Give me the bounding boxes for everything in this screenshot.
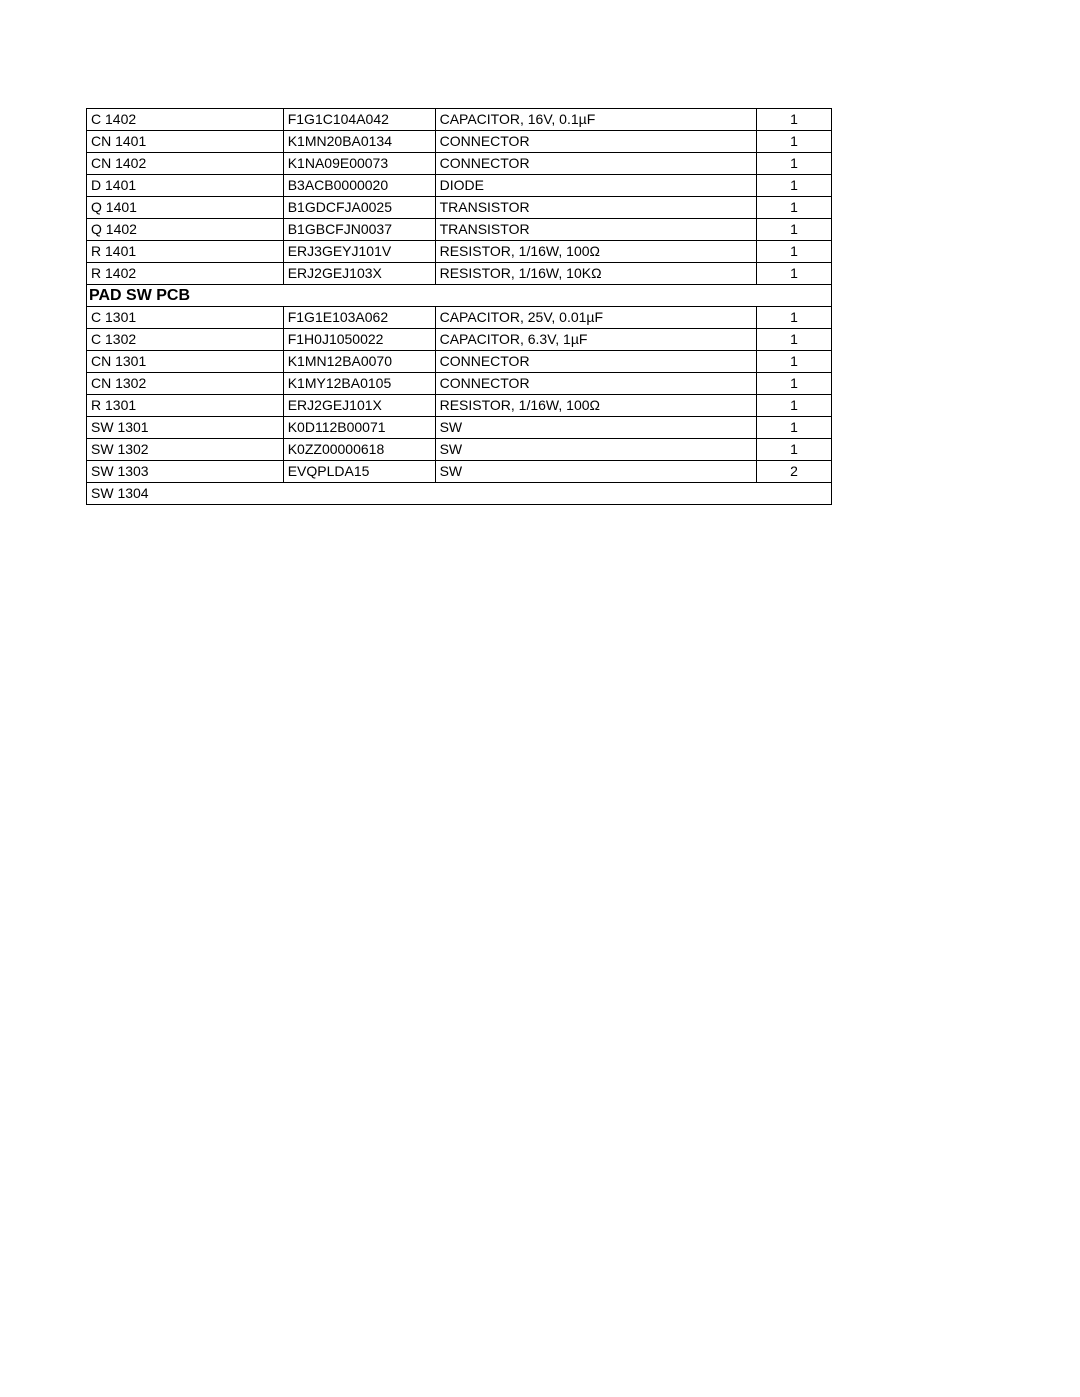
description: CONNECTOR [435, 373, 757, 395]
table-row: CN 1301K1MN12BA0070CONNECTOR1 [87, 351, 832, 373]
description: SW [435, 417, 757, 439]
ref-designator: D 1401 [87, 175, 284, 197]
parts-table-body: C 1402F1G1C104A042CAPACITOR, 16V, 0.1µF1… [87, 109, 832, 505]
description: CAPACITOR, 25V, 0.01µF [435, 307, 757, 329]
quantity: 1 [757, 439, 832, 461]
ref-designator: CN 1401 [87, 131, 284, 153]
table-row: R 1401ERJ3GEYJ101VRESISTOR, 1/16W, 100Ω1 [87, 241, 832, 263]
quantity: 1 [757, 417, 832, 439]
table-row: PAD SW PCB [87, 285, 832, 307]
table-row: Q 1402B1GBCFJN0037TRANSISTOR1 [87, 219, 832, 241]
quantity: 1 [757, 351, 832, 373]
section-blank [757, 285, 832, 307]
quantity: 1 [757, 175, 832, 197]
section-blank [283, 285, 435, 307]
ref-designator: SW 1304 [87, 483, 284, 505]
table-row: Q 1401B1GDCFJA0025TRANSISTOR1 [87, 197, 832, 219]
quantity: 2 [757, 461, 832, 483]
quantity: 1 [757, 329, 832, 351]
part-number: ERJ3GEYJ101V [283, 241, 435, 263]
description: SW [435, 439, 757, 461]
part-number: K1MN20BA0134 [283, 131, 435, 153]
ref-designator: SW 1303 [87, 461, 284, 483]
ref-designator: SW 1301 [87, 417, 284, 439]
ref-designator: SW 1302 [87, 439, 284, 461]
table-row: CN 1401K1MN20BA0134CONNECTOR1 [87, 131, 832, 153]
table-row: C 1301F1G1E103A062CAPACITOR, 25V, 0.01µF… [87, 307, 832, 329]
ref-designator: CN 1402 [87, 153, 284, 175]
section-blank [435, 285, 757, 307]
ref-designator: Q 1402 [87, 219, 284, 241]
ref-designator: CN 1302 [87, 373, 284, 395]
description: TRANSISTOR [435, 219, 757, 241]
blank-cell [435, 483, 757, 505]
part-number: B1GBCFJN0037 [283, 219, 435, 241]
part-number: B3ACB0000020 [283, 175, 435, 197]
part-number: K0D112B00071 [283, 417, 435, 439]
section-label: PAD SW PCB [87, 285, 284, 307]
blank-cell [757, 483, 832, 505]
description: SW [435, 461, 757, 483]
description: CONNECTOR [435, 351, 757, 373]
ref-designator: R 1401 [87, 241, 284, 263]
part-number: F1H0J1050022 [283, 329, 435, 351]
part-number: K0ZZ00000618 [283, 439, 435, 461]
quantity: 1 [757, 197, 832, 219]
quantity: 1 [757, 153, 832, 175]
part-number: B1GDCFJA0025 [283, 197, 435, 219]
part-number: K1MY12BA0105 [283, 373, 435, 395]
table-row: C 1302F1H0J1050022CAPACITOR, 6.3V, 1µF1 [87, 329, 832, 351]
description: CONNECTOR [435, 131, 757, 153]
quantity: 1 [757, 109, 832, 131]
description: RESISTOR, 1/16W, 100Ω [435, 395, 757, 417]
part-number: ERJ2GEJ101X [283, 395, 435, 417]
table-row: CN 1302K1MY12BA0105CONNECTOR1 [87, 373, 832, 395]
quantity: 1 [757, 131, 832, 153]
table-row: CN 1402K1NA09E00073CONNECTOR1 [87, 153, 832, 175]
table-row: D 1401B3ACB0000020DIODE1 [87, 175, 832, 197]
quantity: 1 [757, 241, 832, 263]
part-number: K1NA09E00073 [283, 153, 435, 175]
part-number: F1G1E103A062 [283, 307, 435, 329]
ref-designator: R 1402 [87, 263, 284, 285]
part-number: EVQPLDA15 [283, 461, 435, 483]
table-row: R 1301ERJ2GEJ101XRESISTOR, 1/16W, 100Ω1 [87, 395, 832, 417]
ref-designator: C 1301 [87, 307, 284, 329]
ref-designator: Q 1401 [87, 197, 284, 219]
table-row: C 1402F1G1C104A042CAPACITOR, 16V, 0.1µF1 [87, 109, 832, 131]
quantity: 1 [757, 219, 832, 241]
quantity: 1 [757, 395, 832, 417]
table-row: R 1402ERJ2GEJ103XRESISTOR, 1/16W, 10KΩ1 [87, 263, 832, 285]
ref-designator: CN 1301 [87, 351, 284, 373]
part-number: ERJ2GEJ103X [283, 263, 435, 285]
quantity: 1 [757, 373, 832, 395]
part-number: K1MN12BA0070 [283, 351, 435, 373]
ref-designator: C 1402 [87, 109, 284, 131]
description: RESISTOR, 1/16W, 10KΩ [435, 263, 757, 285]
description: CAPACITOR, 16V, 0.1µF [435, 109, 757, 131]
ref-designator: R 1301 [87, 395, 284, 417]
table-row: SW 1302K0ZZ00000618SW1 [87, 439, 832, 461]
ref-designator: C 1302 [87, 329, 284, 351]
page: C 1402F1G1C104A042CAPACITOR, 16V, 0.1µF1… [0, 0, 1080, 1397]
table-row: SW 1303EVQPLDA15SW2 [87, 461, 832, 483]
quantity: 1 [757, 263, 832, 285]
blank-cell [283, 483, 435, 505]
table-row: SW 1301K0D112B00071SW1 [87, 417, 832, 439]
parts-table: C 1402F1G1C104A042CAPACITOR, 16V, 0.1µF1… [86, 108, 832, 505]
table-row: SW 1304 [87, 483, 832, 505]
description: CONNECTOR [435, 153, 757, 175]
description: TRANSISTOR [435, 197, 757, 219]
description: DIODE [435, 175, 757, 197]
part-number: F1G1C104A042 [283, 109, 435, 131]
description: RESISTOR, 1/16W, 100Ω [435, 241, 757, 263]
quantity: 1 [757, 307, 832, 329]
description: CAPACITOR, 6.3V, 1µF [435, 329, 757, 351]
